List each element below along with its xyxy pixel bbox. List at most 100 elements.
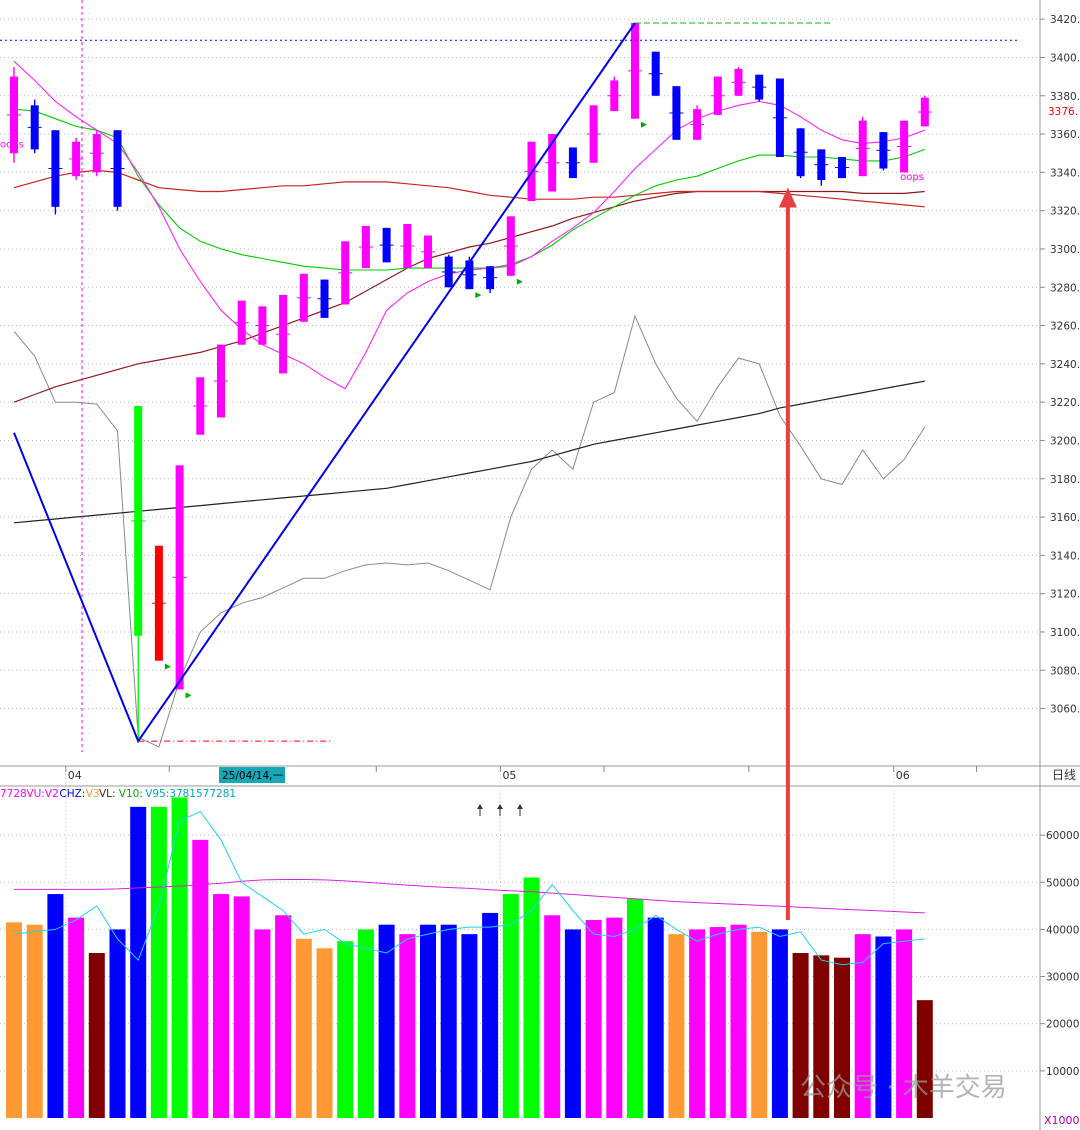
volume-bar: [606, 917, 623, 1118]
volume-bar: [771, 929, 788, 1118]
volume-bar: [192, 839, 209, 1118]
volume-bar: [295, 938, 312, 1118]
long-moving-average: [13, 380, 925, 524]
volume-legend-item: V3: [86, 788, 100, 800]
price-tick-label: 3400.: [1050, 52, 1080, 64]
volume-bar: [854, 934, 871, 1118]
volume-bar: [88, 953, 105, 1118]
oops-annotation: oops: [0, 139, 24, 150]
volume-bar: [647, 917, 664, 1118]
volume-tick-label: 50000: [1046, 877, 1079, 889]
price-tick-label: 3220.: [1050, 397, 1080, 409]
up-arrow-head: [497, 804, 503, 809]
signal-flag: [641, 121, 647, 128]
volume-bar: [357, 929, 374, 1118]
price-tick-label: 3100.: [1050, 627, 1080, 639]
date-tick-label: 04: [68, 769, 82, 782]
volume-bar: [896, 929, 913, 1118]
volume-bar: [523, 877, 540, 1118]
volume-bar: [564, 929, 581, 1118]
price-tick-label: 3200.: [1050, 435, 1080, 447]
volume-bar: [461, 934, 478, 1118]
up-arrow-head: [477, 804, 483, 809]
volume-bar: [68, 917, 85, 1118]
volume-bar: [233, 896, 250, 1118]
price-tick-label: 3320.: [1050, 206, 1080, 218]
volume-bar: [130, 806, 147, 1118]
volume-bar: [730, 924, 747, 1118]
signal-flag: [185, 692, 192, 699]
volume-bar: [585, 920, 602, 1118]
volume-bar: [6, 922, 22, 1118]
volume-unit-label: X1000: [1044, 1114, 1080, 1127]
overlay-layer: oops oops: [0, 0, 1020, 920]
price-tick-label: 3360.: [1050, 129, 1080, 141]
volume-bar: [316, 948, 333, 1118]
volume-tick-label: 40000: [1046, 924, 1079, 936]
volume-bar: [709, 927, 726, 1118]
volume-bar: [916, 1000, 933, 1118]
price-tick-label: 3140.: [1050, 550, 1080, 562]
oops-annotation: oops: [900, 172, 924, 183]
red-arrow-head: [778, 187, 797, 208]
volume-bar: [502, 894, 519, 1118]
signal-flag: [516, 278, 523, 285]
volume-bar: [420, 924, 436, 1118]
last-price-box: [1042, 103, 1080, 119]
price-tick-label: 3260.: [1050, 321, 1080, 333]
volume-ma-cyan: [13, 810, 925, 966]
volume-bar: [751, 931, 768, 1118]
price-tick-label: 3160.: [1050, 512, 1080, 524]
volume-bar: [813, 955, 830, 1118]
price-tick-label: 3120.: [1050, 589, 1080, 601]
price-tick-label: 3060.: [1050, 704, 1080, 716]
volume-bar: [213, 894, 229, 1118]
price-tick-label: 3300.: [1050, 244, 1080, 256]
volume-bar: [627, 898, 643, 1118]
volume-bar: [689, 929, 706, 1118]
price-tick-label: 3240.: [1050, 359, 1080, 371]
volume-bar: [171, 797, 188, 1118]
signal-flag: [475, 292, 482, 299]
volume-tick-label: 10000: [1046, 1066, 1079, 1078]
volume-ma-magenta: [14, 879, 925, 914]
volume-bar: [544, 915, 561, 1118]
volume-bar: [26, 924, 43, 1118]
volume-bar: [792, 953, 809, 1118]
gray-index-line: [13, 314, 926, 748]
volume-bar: [275, 915, 292, 1118]
price-tick-label: 3280.: [1050, 282, 1080, 294]
volume-legend-item: V10:: [119, 788, 143, 800]
watermark-text: 公众号 · 木羊交易: [800, 1073, 1007, 1103]
volume-bar: [337, 941, 354, 1118]
volume-bar: [875, 936, 892, 1118]
volume-bar: [668, 934, 685, 1118]
axis-layer: 3060. 3080. 3100. 3120. 3140. 3160. 3180. 3200.…: [0, 14, 1080, 1078]
price-tick-label: 3080.: [1050, 665, 1080, 677]
volume-bar: [109, 929, 126, 1118]
volume-bar: [834, 957, 850, 1118]
volume-bar: [399, 934, 416, 1118]
price-tick-label: 3340.: [1050, 167, 1080, 179]
volume-legend-item: VL:: [99, 788, 116, 800]
volume-legend-item: VU:V2: [26, 788, 58, 800]
price-tick-label: 3180.: [1050, 474, 1080, 486]
volume-legend-item: CHZ:: [59, 788, 85, 800]
cursor-date-box: [219, 767, 285, 783]
brown-moving-average: [13, 190, 925, 403]
volume-legend-item: 7728: [0, 788, 27, 800]
volume-layer: [6, 797, 933, 1118]
up-arrow-head: [517, 804, 523, 809]
last-price-label: 3376.: [1048, 106, 1078, 118]
volume-bar: [378, 924, 395, 1118]
price-tick-label: 3380.: [1050, 91, 1080, 103]
signal-flag: [164, 663, 171, 670]
volume-bar: [47, 894, 64, 1118]
date-tick-label: 06: [896, 769, 910, 782]
moving-average-layer: [13, 60, 926, 748]
volume-bar: [254, 929, 271, 1118]
candle-layer: [7, 22, 932, 742]
volume-bar: [482, 912, 499, 1118]
